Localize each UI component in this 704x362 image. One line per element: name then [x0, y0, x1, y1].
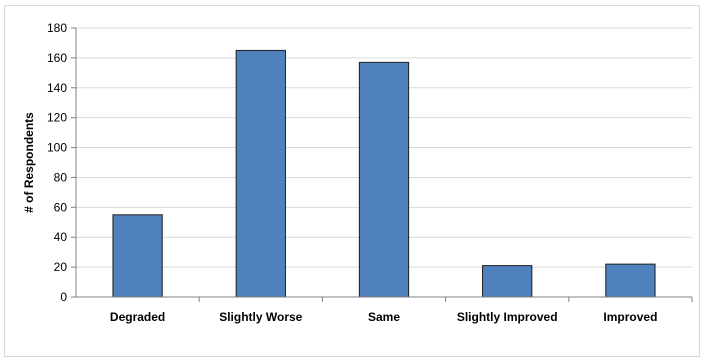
bar-improved [605, 263, 656, 298]
y-tick-label: 120 [47, 111, 67, 125]
bar-same [358, 61, 410, 298]
axes [75, 28, 692, 298]
y-axis-title: # of Respondents [22, 112, 36, 213]
x-tick-labels: Degraded Slightly Worse Same Slightly Impro… [110, 310, 657, 324]
y-tick-label: 140 [47, 81, 67, 95]
y-tick-label: 60 [54, 200, 68, 214]
y-tick-label: 80 [54, 170, 68, 184]
x-category-label: Slightly Improved [457, 310, 558, 324]
y-tick-label: 0 [60, 290, 67, 304]
y-tick-label: 40 [54, 230, 68, 244]
bar-slightly-worse [235, 49, 286, 298]
y-tick-labels: 0 20 40 60 80 100 120 140 160 180 [47, 21, 67, 304]
x-category-label: Same [368, 310, 400, 324]
x-category-label: Degraded [110, 310, 165, 324]
bar-slightly-improved [482, 265, 533, 298]
y-tick-label: 20 [54, 260, 68, 274]
x-category-label: Slightly Worse [219, 310, 302, 324]
bar-degraded [112, 214, 163, 298]
chart-frame [4, 5, 700, 357]
y-tick-label: 100 [47, 141, 67, 155]
y-tick-label: 180 [47, 21, 67, 35]
y-tick-label: 160 [47, 51, 67, 65]
bars [112, 49, 656, 298]
x-category-label: Improved [603, 310, 657, 324]
